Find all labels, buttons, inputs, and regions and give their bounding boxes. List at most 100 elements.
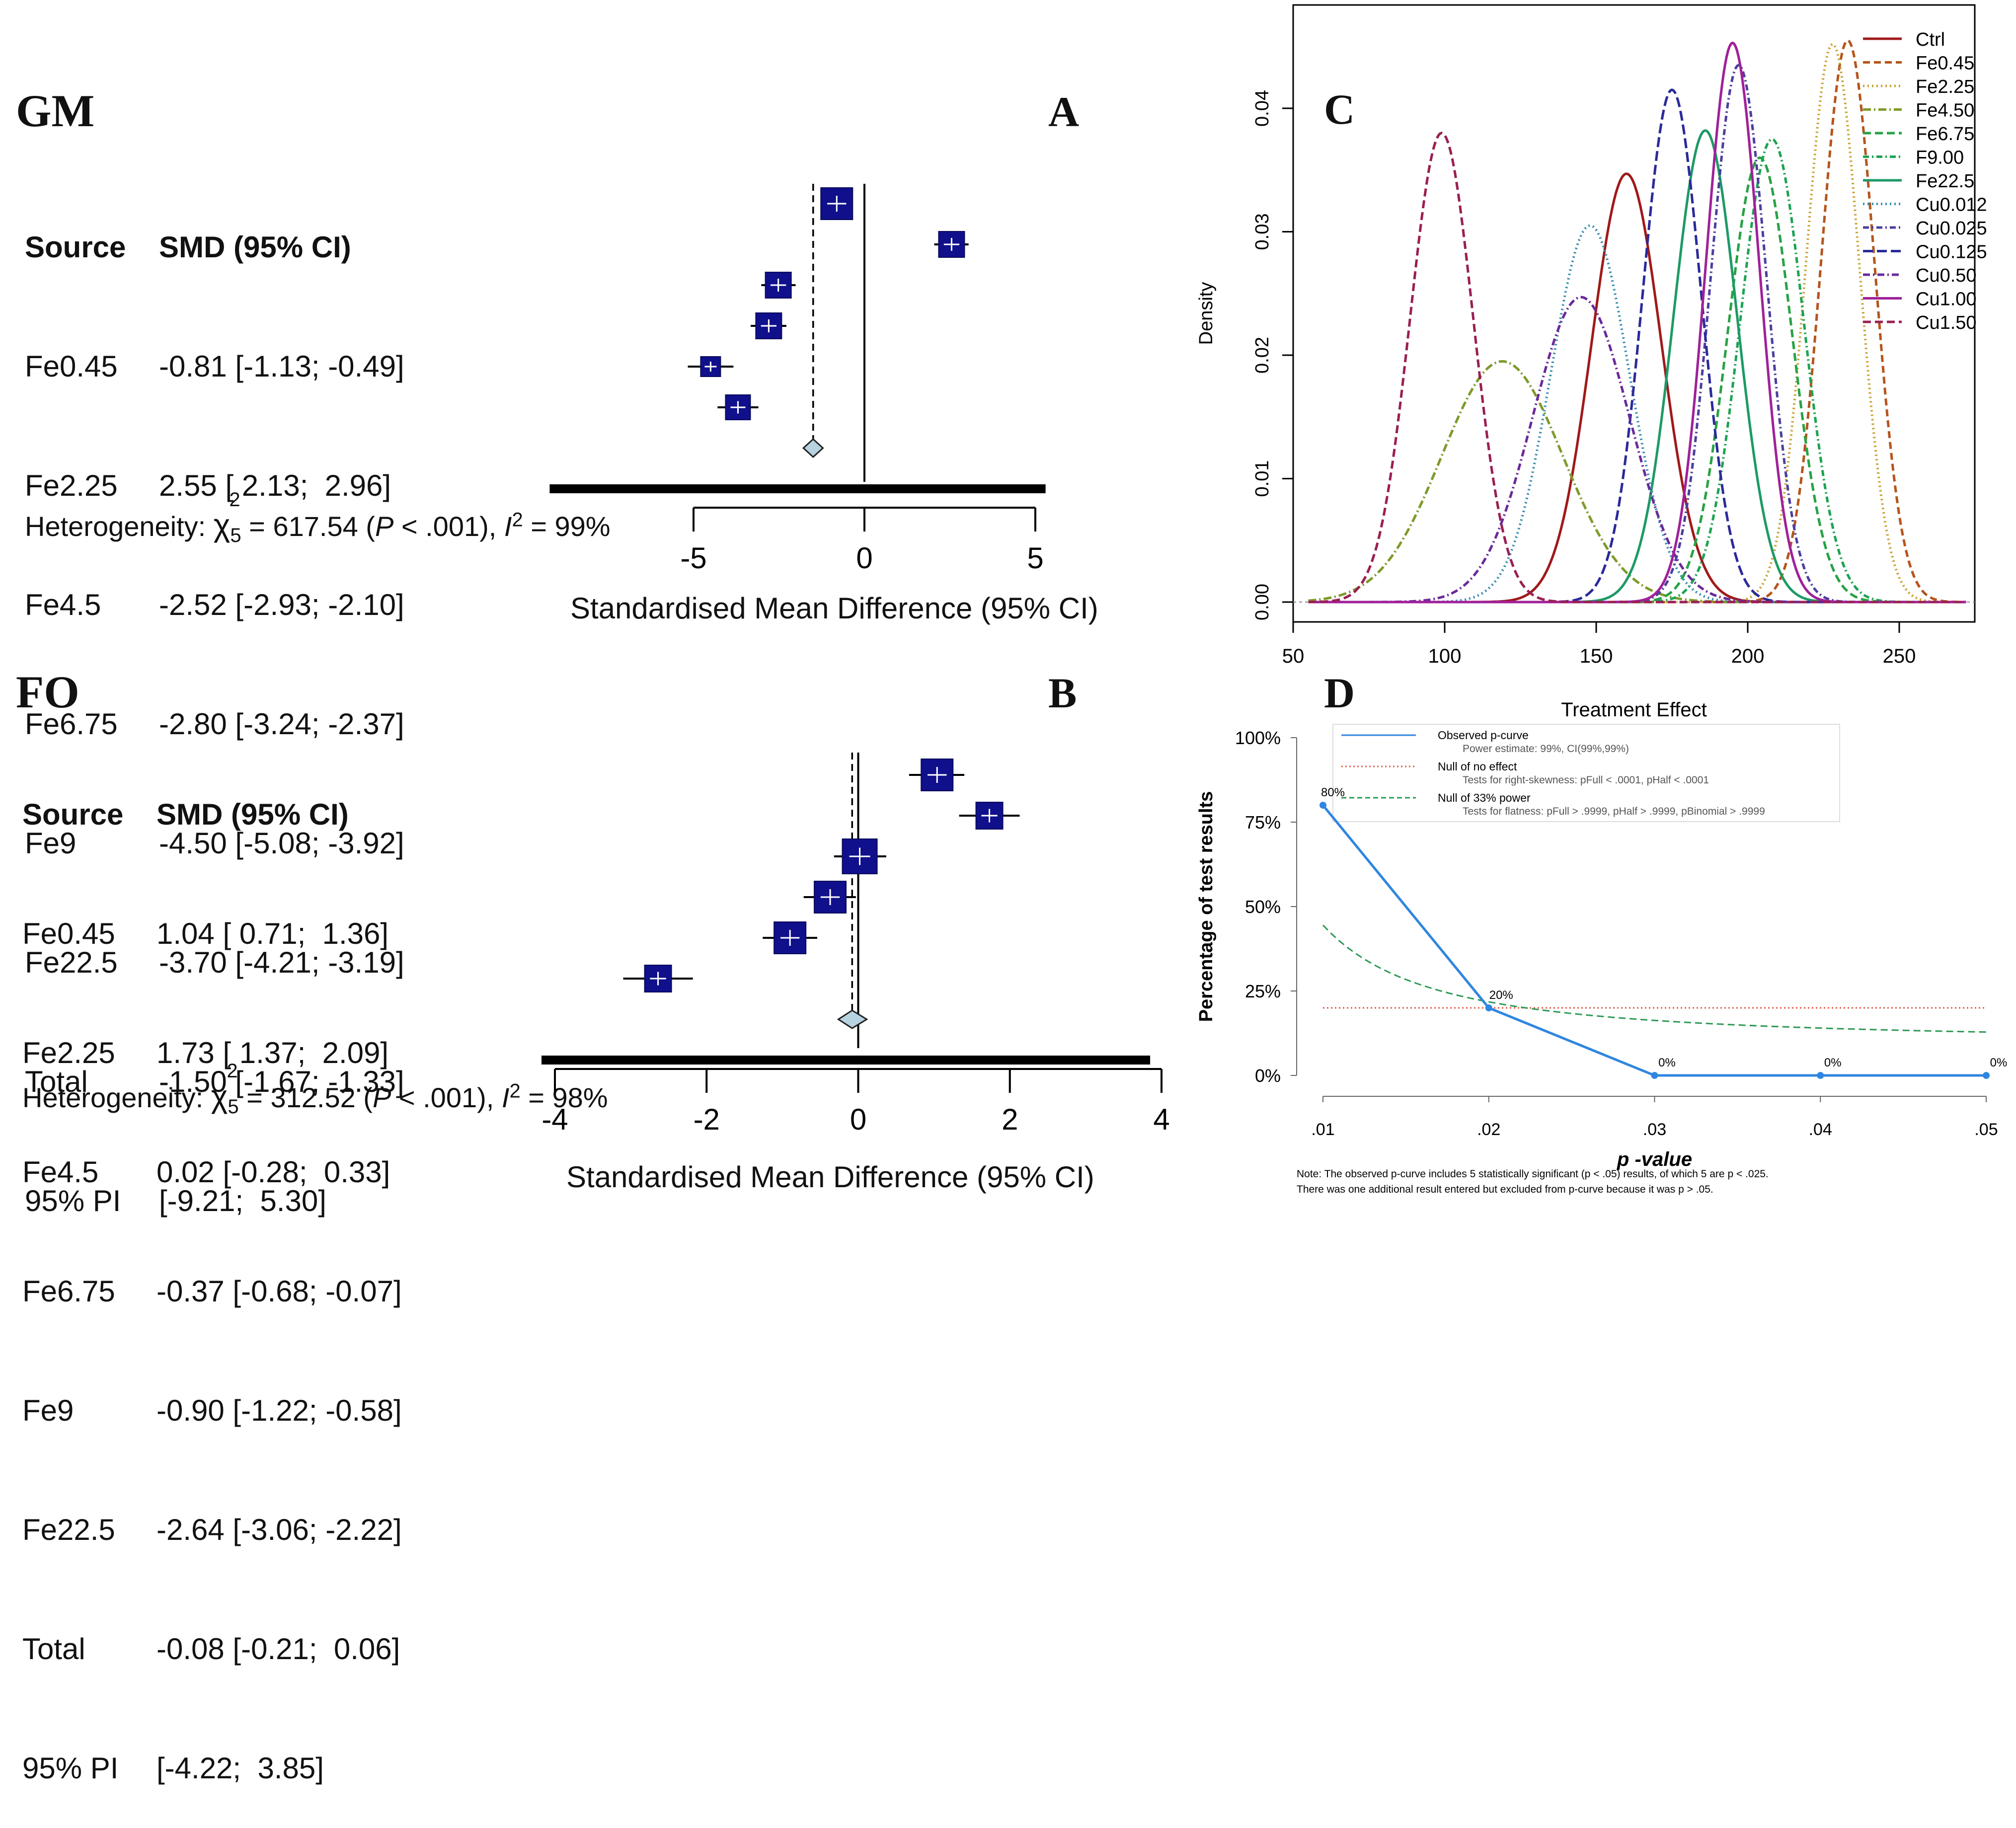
table-row: Fe9 -0.90 [-1.22; -0.58] <box>22 1391 402 1431</box>
note-line-2: There was one additional result entered … <box>1297 1184 1713 1195</box>
x-tick-label: 150 <box>1580 645 1613 667</box>
panel-label-b: B <box>1048 669 1077 717</box>
row-smd: 1.73 [ 1.37; 2.09] <box>156 1036 389 1069</box>
legend-subtitle: Tests for flatness: pFull > .9999, pHalf… <box>1463 806 1765 817</box>
row-smd: -0.37 [-0.68; -0.07] <box>156 1275 402 1308</box>
table-row: Fe22.5 -3.70 [-4.21; -3.19] <box>25 943 404 983</box>
legend-label: Cu0.125 <box>1916 242 1987 263</box>
row-source: Fe0.45 <box>22 917 115 950</box>
density-curve-fe4-50 <box>1308 360 1966 604</box>
table-row: Fe4.5 -2.52 [-2.93; -2.10] <box>25 585 404 625</box>
hetero-prefix: Heterogeneity: <box>25 511 214 542</box>
legend-label: Cu0.50 <box>1916 265 1977 286</box>
legend-label: Fe4.50 <box>1916 100 1974 121</box>
table-header: Source SMD (95% CI) <box>25 228 404 267</box>
legend-label: Fe0.45 <box>1916 53 1974 74</box>
legend-label: Fe2.25 <box>1916 76 1974 97</box>
p-symbol: P <box>375 511 394 542</box>
y-tick-label: 0.01 <box>1252 460 1273 497</box>
pi-interval: [-4.22; 3.85] <box>156 1752 324 1785</box>
point-label: 0% <box>1990 1056 2008 1069</box>
y-tick-label: 0.04 <box>1252 90 1273 127</box>
density-curve-cu0-125 <box>1308 88 1966 604</box>
x-tick-label: .04 <box>1809 1120 1832 1139</box>
point-label: 0% <box>1824 1056 1842 1069</box>
x-tick-label: 100 <box>1428 645 1462 667</box>
row-source: Fe4.5 <box>22 1155 99 1189</box>
forest-plot-b: -4 -2 0 2 4 <box>542 753 1170 1136</box>
total-source: Total <box>22 1632 85 1666</box>
legend-label: Fe22.5 <box>1916 171 1974 192</box>
y-tick-label: 0.03 <box>1252 214 1273 250</box>
y-axis-label: Density <box>1196 282 1217 345</box>
hetero-p: < .001), <box>393 511 504 542</box>
table-row: Fe0.45 1.04 [ 0.71; 1.36] <box>22 914 402 954</box>
legend-label: Ctrl <box>1916 29 1945 50</box>
pooled-diamond <box>837 1009 868 1029</box>
table-row: Fe2.25 1.73 [ 1.37; 2.09] <box>22 1033 402 1073</box>
legend-label: Cu1.00 <box>1916 289 1977 310</box>
header-smd: SMD (95% CI) <box>156 798 349 831</box>
x-tick-label: 0 <box>850 1103 866 1136</box>
pi-interval: [-9.21; 5.30] <box>159 1184 326 1218</box>
chi-symbol: χ <box>211 1078 228 1114</box>
i-sup: 2 <box>509 1080 521 1102</box>
x-tick-label: 2 <box>1002 1103 1018 1136</box>
table-row: Fe0.45 -0.81 [-1.13; -0.49] <box>25 347 404 386</box>
row-smd: 1.04 [ 0.71; 1.36] <box>156 917 389 950</box>
y-tick-label: 0% <box>1255 1066 1281 1086</box>
total-row: Total -1.50 [-1.67; -1.33] <box>25 1062 404 1102</box>
pi-row: 95% PI [-9.21; 5.30] <box>25 1181 404 1221</box>
table-header: Source SMD (95% CI) <box>22 795 402 835</box>
legend-label: Cu1.50 <box>1916 312 1977 333</box>
y-tick-label: 0.00 <box>1252 584 1273 620</box>
hetero-i2: = 98% <box>520 1082 608 1113</box>
density-curve-cu0-025 <box>1308 64 1966 604</box>
x-axis-title-b: Standardised Mean Difference (95% CI) <box>566 1160 1094 1194</box>
hetero-p: < .001), <box>391 1082 502 1113</box>
note-line-1: Note: The observed p-curve includes 5 st… <box>1297 1168 1769 1180</box>
total-smd: -0.08 [-0.21; 0.06] <box>156 1632 400 1666</box>
observed-point <box>1485 1004 1492 1011</box>
y-axis-label: Percentage of test results <box>1196 791 1217 1022</box>
pcurve-plot-d: 0% 25% 50% 75% 100% .01 .02 .03 .04 .05 p -value Pe… <box>1196 724 2008 1195</box>
legend-box <box>1332 724 1840 822</box>
row-smd: 0.02 [-0.28; 0.33] <box>156 1155 390 1189</box>
table-row: Fe6.75 -0.37 [-0.68; -0.07] <box>22 1272 402 1311</box>
row-source: Fe9 <box>22 1394 74 1427</box>
point-label: 0% <box>1658 1056 1676 1069</box>
observed-point <box>1651 1072 1658 1079</box>
row-smd: -4.50 [-5.08; -3.92] <box>159 827 404 860</box>
observed-point <box>1983 1072 1990 1079</box>
pi-source: 95% PI <box>25 1184 121 1218</box>
total-source: Total <box>25 1065 88 1098</box>
row-source: Fe22.5 <box>22 1513 115 1546</box>
x-tick-label: 5 <box>1027 541 1043 575</box>
p-symbol: P <box>372 1082 391 1113</box>
y-tick-label: 100% <box>1235 728 1281 748</box>
row-smd: -0.81 [-1.13; -0.49] <box>159 350 404 383</box>
i-symbol: I <box>501 1082 510 1113</box>
legend-label: F9.00 <box>1916 148 1964 168</box>
density-plot-c: 50 100 150 200 250 0.00 0.01 0.02 0.03 0.04 Treatm… <box>1196 4 1987 721</box>
observed-point <box>1319 802 1326 809</box>
row-smd: -2.64 [-3.06; -2.22] <box>156 1513 402 1546</box>
null-33-power-curve <box>1322 924 1987 1033</box>
observed-point <box>1817 1072 1824 1079</box>
panel-label-a: A <box>1048 88 1080 136</box>
chi-sub: 5 <box>228 1096 239 1118</box>
legend-title: Observed p-curve <box>1438 729 1529 742</box>
i-sup: 2 <box>512 509 523 531</box>
legend-subtitle: Power estimate: 99%, CI(99%,99%) <box>1463 743 1629 755</box>
x-axis-label: Treatment Effect <box>1561 699 1706 721</box>
row-smd: 2.55 [ 2.13; 2.96] <box>159 469 391 502</box>
legend-label: Cu0.012 <box>1916 195 1987 216</box>
density-curve-cu1-50 <box>1308 132 1966 604</box>
row-smd: -2.52 [-2.93; -2.10] <box>159 588 404 621</box>
header-source: Source <box>25 230 126 264</box>
x-tick-label: -2 <box>694 1103 720 1136</box>
pi-source: 95% PI <box>22 1752 119 1785</box>
pooled-diamond <box>802 438 824 458</box>
